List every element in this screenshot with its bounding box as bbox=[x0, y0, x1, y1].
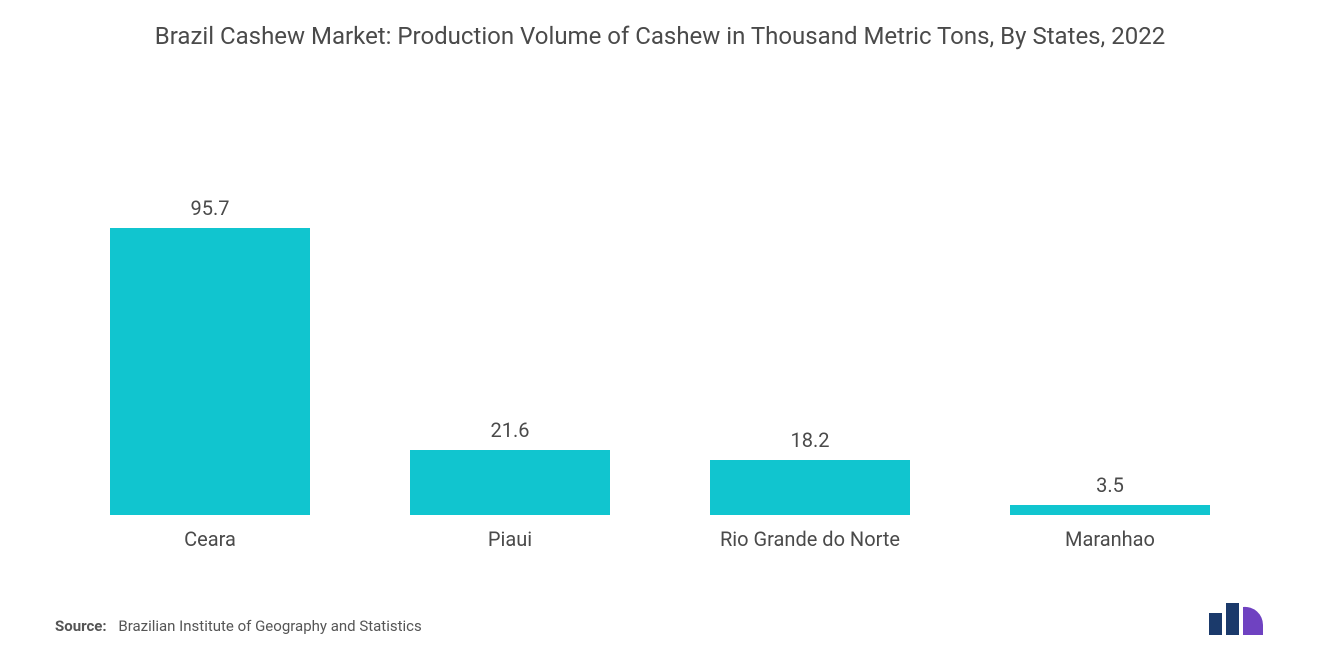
chart-container: Brazil Cashew Market: Production Volume … bbox=[0, 0, 1320, 665]
bar bbox=[1010, 505, 1210, 516]
bar bbox=[110, 228, 310, 515]
x-axis: Ceara Piaui Rio Grande do Norte Maranhao bbox=[60, 527, 1260, 551]
logo-accent bbox=[1243, 607, 1263, 635]
brand-logo-icon bbox=[1207, 601, 1265, 635]
bar-value-label: 21.6 bbox=[491, 418, 530, 442]
bar-value-label: 18.2 bbox=[791, 428, 830, 452]
plot-area: 95.7 21.6 18.2 3.5 bbox=[60, 92, 1260, 515]
x-category-label: Ceara bbox=[60, 527, 360, 551]
bar-value-label: 95.7 bbox=[191, 196, 230, 220]
footer: Source: Brazilian Institute of Geography… bbox=[50, 601, 1270, 635]
source-text: Brazilian Institute of Geography and Sta… bbox=[118, 617, 421, 635]
bar-value-label: 3.5 bbox=[1096, 473, 1124, 497]
source-line: Source: Brazilian Institute of Geography… bbox=[55, 617, 422, 635]
x-category-label: Piaui bbox=[360, 527, 660, 551]
chart-title: Brazil Cashew Market: Production Volume … bbox=[155, 20, 1165, 52]
logo-bar-2 bbox=[1226, 603, 1239, 635]
source-label: Source: bbox=[55, 617, 107, 635]
bar bbox=[710, 460, 910, 515]
bar-slot: 21.6 bbox=[360, 92, 660, 515]
bar-slot: 95.7 bbox=[60, 92, 360, 515]
x-category-label: Rio Grande do Norte bbox=[660, 527, 960, 551]
bar-slot: 3.5 bbox=[960, 92, 1260, 515]
bar-slot: 18.2 bbox=[660, 92, 960, 515]
bars-row: 95.7 21.6 18.2 3.5 bbox=[60, 92, 1260, 515]
bar bbox=[410, 450, 610, 515]
logo-bar-1 bbox=[1209, 613, 1222, 635]
x-category-label: Maranhao bbox=[960, 527, 1260, 551]
